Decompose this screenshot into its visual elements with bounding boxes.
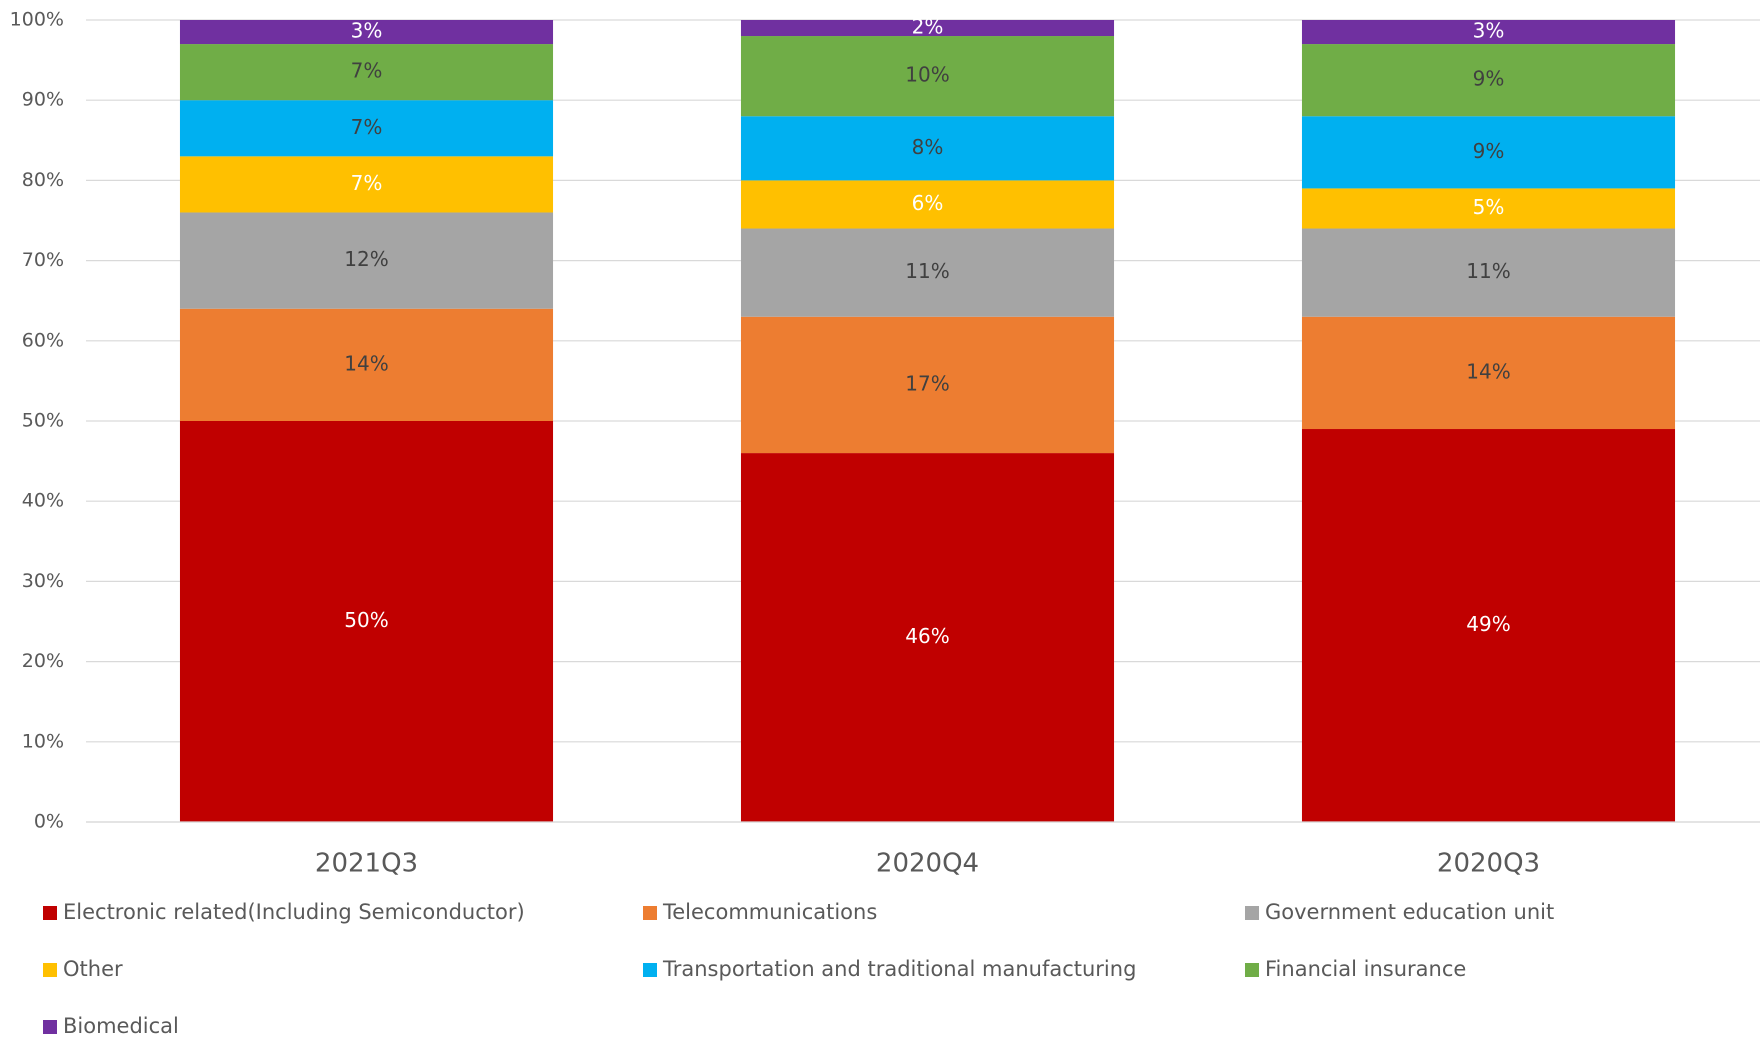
data-label: 14% [344,351,388,375]
bar-segment [179,100,554,157]
legend-label: Biomedical [63,1014,179,1038]
data-label: 7% [351,59,383,83]
legend-label: Government education unit [1265,900,1554,924]
legend-label: Telecommunications [662,900,877,924]
legend-label: Electronic related(Including Semiconduct… [63,900,525,924]
bar-segment [1301,20,1676,45]
bar-segment [179,156,554,213]
data-label: 14% [1466,359,1510,383]
x-tick-label: 2021Q3 [315,849,418,879]
bar-segment [179,212,554,309]
bar-segment [179,20,554,45]
data-label: 3% [1473,19,1505,43]
y-tick-label: 0% [34,811,64,833]
legend-swatch [643,963,657,977]
legend-label: Transportation and traditional manufactu… [662,957,1136,981]
data-label: 8% [912,135,944,159]
bar-segment [179,44,554,101]
data-label: 46% [905,624,949,648]
bar-segment [1301,316,1676,430]
legend-swatch [43,906,57,920]
y-tick-label: 50% [22,410,64,432]
x-tick-label: 2020Q3 [1437,849,1540,879]
data-label: 7% [351,171,383,195]
y-tick-label: 20% [22,650,64,672]
data-label: 9% [1473,67,1505,91]
bar-segment [740,228,1115,317]
legend-swatch [643,906,657,920]
bar-segment [740,116,1115,181]
data-label: 11% [1466,259,1510,283]
y-tick-label: 40% [22,490,64,512]
bar-segment [1301,44,1676,117]
bar-segment [740,20,1115,37]
y-tick-label: 100% [10,9,64,31]
y-tick-label: 60% [22,329,64,351]
data-label: 6% [912,191,944,215]
y-tick-label: 30% [22,570,64,592]
y-tick-label: 10% [22,730,64,752]
legend-label: Other [63,957,123,981]
data-label: 49% [1466,612,1510,636]
legend-swatch [1245,963,1259,977]
y-tick-label: 70% [22,249,64,271]
bar-segment [1301,228,1676,317]
bar-segment [1301,116,1676,189]
data-label: 2% [912,15,944,39]
legend-swatch [43,1020,57,1034]
data-label: 10% [905,63,949,87]
bar-segment [1301,429,1676,822]
data-label: 12% [344,247,388,271]
y-tick-label: 80% [22,169,64,191]
bar-segment [179,421,554,822]
data-label: 9% [1473,139,1505,163]
y-tick-label: 90% [22,89,64,111]
bar-segment [740,453,1115,822]
data-label: 50% [344,608,388,632]
bar-segment [740,36,1115,117]
data-label: 11% [905,259,949,283]
bar-segment [1301,188,1676,229]
bar-segment [740,316,1115,454]
legend-swatch [43,963,57,977]
bar-segment [740,180,1115,229]
legend-label: Financial insurance [1265,957,1466,981]
data-label: 5% [1473,195,1505,219]
bar-segment [179,308,554,421]
data-label: 3% [351,19,383,43]
data-label: 7% [351,115,383,139]
x-tick-label: 2020Q4 [876,849,979,879]
data-label: 17% [905,371,949,395]
legend-swatch [1245,906,1259,920]
